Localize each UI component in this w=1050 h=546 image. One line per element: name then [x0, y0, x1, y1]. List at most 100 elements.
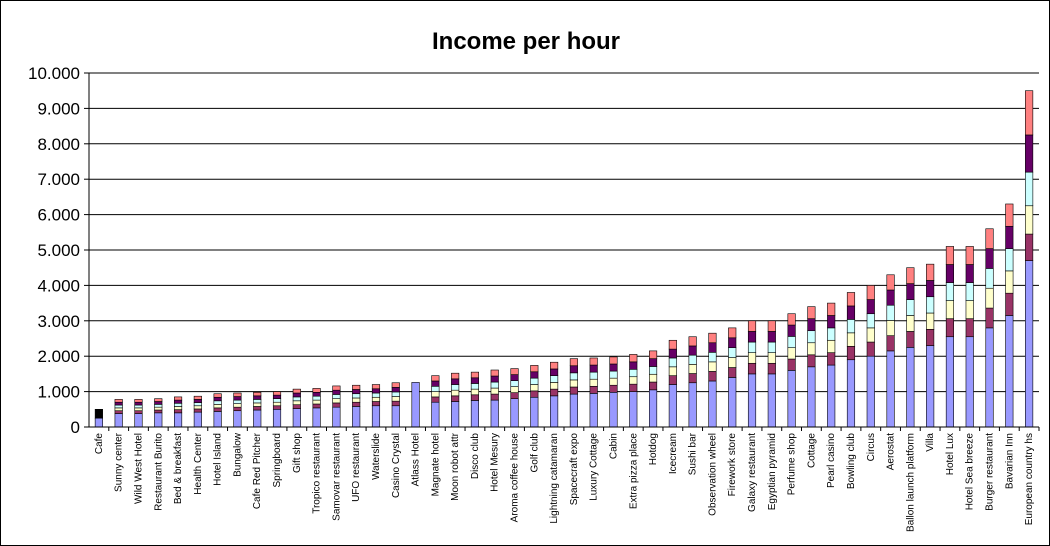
bar-segment — [371, 401, 381, 407]
bar-segment — [589, 385, 598, 394]
bar-segment — [451, 395, 460, 402]
bar-segment — [253, 392, 262, 397]
bar-segment — [668, 384, 677, 428]
bar-stack — [352, 384, 361, 428]
bar-segment — [866, 285, 875, 300]
bar-segment — [629, 368, 638, 378]
bar-segment — [352, 389, 361, 395]
bar-segment — [253, 395, 262, 400]
bar-segment — [708, 361, 717, 372]
bar-stack — [668, 339, 677, 428]
bar-stack — [688, 336, 697, 428]
x-tick-label: Circus — [866, 433, 877, 461]
bar-segment — [470, 394, 479, 401]
y-tick-label: 1.000 — [37, 383, 80, 402]
bar-segment — [688, 345, 697, 356]
bar-segment — [688, 354, 697, 365]
bar-segment — [747, 320, 757, 332]
bar-stack — [846, 292, 856, 428]
bar-segment — [451, 401, 460, 428]
bar-segment — [945, 282, 954, 301]
bar-segment — [1005, 225, 1014, 249]
bar-segment — [886, 274, 895, 291]
bar-segment — [510, 386, 519, 393]
bar-stack — [886, 274, 895, 428]
bar-segment — [391, 396, 400, 402]
bar-segment — [332, 406, 341, 428]
bar-stack — [747, 320, 757, 428]
bar-segment — [728, 337, 737, 349]
bar-segment — [292, 404, 301, 409]
bar-segment — [589, 364, 598, 373]
bar-segment — [787, 313, 796, 326]
bar-segment — [589, 378, 598, 387]
x-tick-label: Restaurant Burito — [153, 433, 164, 511]
bar-segment — [490, 399, 499, 428]
bar-segment — [1005, 270, 1014, 294]
bar-segment — [965, 264, 974, 283]
x-tick-label: Pearl casino — [826, 433, 837, 488]
bar-segment — [1005, 203, 1014, 227]
y-axis-ticks: 0 1.000 2.000 3.000 4.000 5.000 6.000 7.000 8.00… — [28, 64, 80, 437]
bar-segment — [747, 352, 757, 364]
bar-segment — [767, 352, 776, 364]
bar-segment — [1025, 233, 1034, 261]
x-tick-label: Lightning catamaran — [549, 433, 560, 524]
bar-segment — [1005, 292, 1014, 316]
bar-segment — [510, 392, 519, 399]
x-tick-label: Hotel Island — [213, 433, 224, 486]
bar-segment — [213, 393, 222, 398]
bar-segment — [371, 388, 381, 394]
bar-segment — [431, 401, 440, 428]
bar-stack — [371, 384, 381, 428]
bar-segment — [827, 364, 836, 428]
bar-stack — [134, 399, 143, 428]
bar-segment — [688, 364, 697, 374]
bar-segment — [569, 365, 578, 374]
bar-stack — [451, 372, 460, 428]
x-tick-label: Bed & breakfast — [173, 433, 184, 504]
bar-segment — [807, 330, 816, 344]
bar-segment — [747, 341, 757, 353]
bar-stack — [312, 388, 321, 428]
bar-segment — [668, 375, 677, 385]
bar-segment — [272, 398, 282, 403]
bar-segment — [985, 287, 994, 309]
bar-segment — [134, 404, 143, 409]
bar-segment — [807, 366, 816, 428]
bar-segment — [292, 392, 301, 398]
bar-stack — [866, 285, 875, 428]
x-tick-label: Casino Crystal — [391, 433, 402, 498]
bar-segment — [490, 381, 499, 389]
bar-stack — [550, 361, 559, 428]
bar-segment — [827, 352, 836, 366]
bar-segment — [193, 402, 202, 407]
y-tick-label: 10.000 — [28, 64, 80, 83]
bar-stack — [1005, 203, 1014, 428]
bar-segment — [985, 307, 994, 329]
bar-segment — [470, 377, 479, 384]
bar-segment — [391, 400, 400, 407]
x-tick-label: Burger restaurant — [985, 433, 996, 511]
bar-stack — [708, 332, 717, 428]
bar-segment — [886, 350, 895, 428]
bar-segment — [174, 396, 183, 401]
bar-segment — [193, 395, 202, 400]
bar-segment — [807, 318, 816, 332]
bar-segment — [352, 406, 361, 428]
bar-segment — [292, 396, 301, 402]
bar-segment — [708, 332, 717, 344]
bar-segment — [272, 408, 282, 428]
bar-segment — [134, 401, 143, 406]
bar-segment — [886, 289, 895, 306]
bar-segment — [866, 341, 875, 357]
bar-segment — [846, 359, 856, 428]
bar-segment — [926, 280, 935, 298]
bar-segment — [827, 339, 836, 353]
bar-segment — [490, 393, 499, 401]
bar-segment — [550, 375, 559, 383]
bar-segment — [787, 358, 796, 371]
bar-segment — [312, 392, 321, 397]
bar-segment — [1005, 248, 1014, 272]
bars — [94, 90, 1034, 428]
